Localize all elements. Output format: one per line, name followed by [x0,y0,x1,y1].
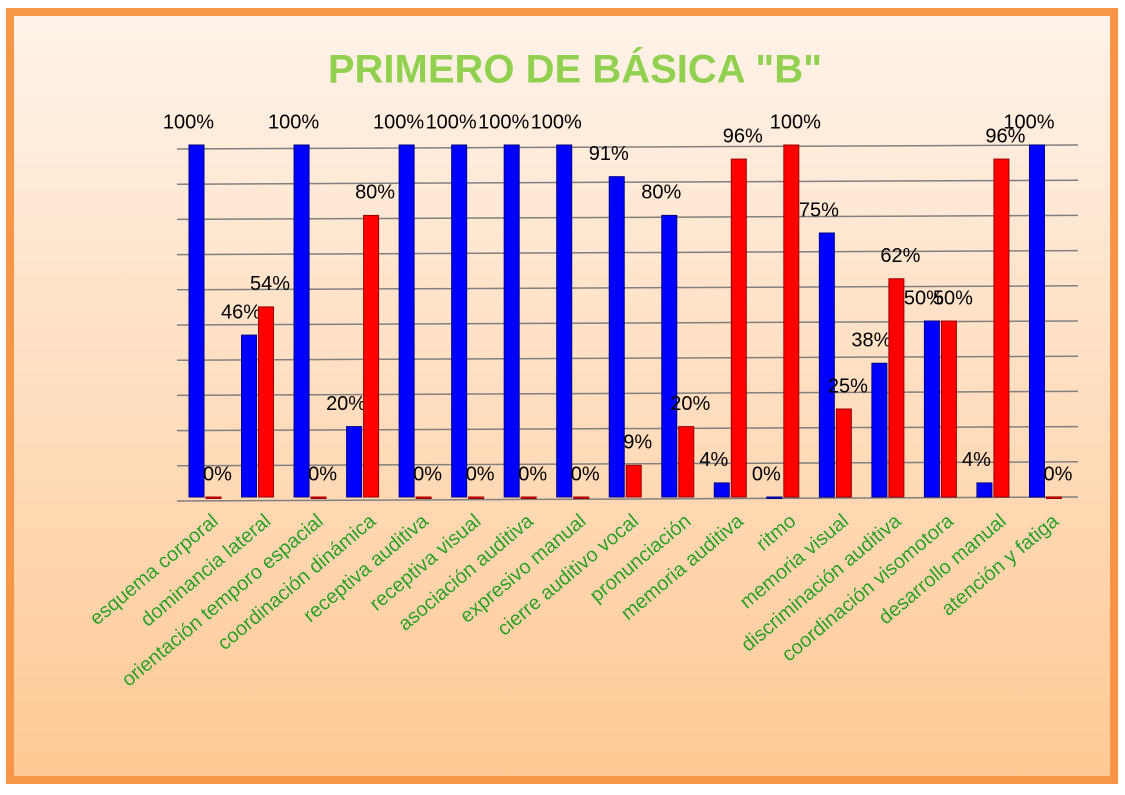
data-label: 54% [250,273,290,295]
data-label: 0% [203,463,232,485]
bar [608,176,625,498]
data-label: 100% [426,111,477,133]
data-label: 0% [413,463,442,485]
bar [940,320,957,498]
data-label: 91% [589,143,629,165]
bar [783,144,800,498]
grid-line [176,214,1079,221]
bar [556,144,573,498]
bar [363,214,380,498]
bar [923,320,940,498]
bar [661,214,678,498]
bar [871,362,888,498]
data-label: 100% [770,111,821,133]
data-label: 0% [466,463,495,485]
bar [678,426,695,498]
chart-title: PRIMERO DE BÁSICA "B" [328,47,822,92]
data-label: 100% [1003,111,1054,133]
data-label: 62% [880,245,920,267]
bar [346,426,363,498]
data-label: 100% [268,111,319,133]
bar [1028,144,1045,498]
data-label: 96% [723,125,763,147]
data-label: 100% [163,111,214,133]
grid-line [176,285,1079,291]
data-label: 20% [670,393,710,415]
grid-line [176,144,1079,150]
bar [520,496,537,499]
bar [835,408,852,498]
bar [293,144,310,498]
data-label: 0% [1044,463,1073,485]
bar [1045,496,1062,499]
data-label: 100% [531,111,582,133]
data-label: 20% [326,393,366,415]
bar [976,482,993,498]
data-label: 80% [641,182,681,204]
data-label: 80% [355,182,395,204]
bar [241,334,258,498]
bar [573,496,590,499]
data-label: 4% [699,449,728,471]
data-label: 38% [851,330,891,352]
data-label: 9% [623,432,652,454]
grid-line [176,179,1079,185]
bar [993,158,1010,498]
data-label: 75% [799,199,839,221]
bar [258,306,275,498]
data-label: 46% [221,301,261,323]
bar [398,144,415,498]
data-label: 0% [571,463,600,485]
data-label: 50% [904,287,944,309]
bar [888,278,905,498]
bar [451,144,468,498]
data-label: 0% [752,463,781,485]
data-label: 100% [373,111,424,133]
grid-line [176,249,1079,256]
data-label: 100% [478,111,529,133]
bar [468,496,485,499]
bar [310,496,327,499]
data-label: 0% [308,463,337,485]
data-label: 25% [828,375,868,397]
bar [503,144,520,498]
bar [625,464,642,498]
data-label: 0% [518,463,547,485]
grid-line [176,496,1079,502]
bar [713,482,730,498]
data-label: 4% [962,449,991,471]
bar [188,144,205,498]
bar [730,158,747,498]
bar [415,496,432,499]
bar [205,496,222,499]
bar [818,232,835,498]
data-label: 96% [985,125,1025,147]
data-label: 50% [933,287,973,309]
bar [766,496,783,499]
